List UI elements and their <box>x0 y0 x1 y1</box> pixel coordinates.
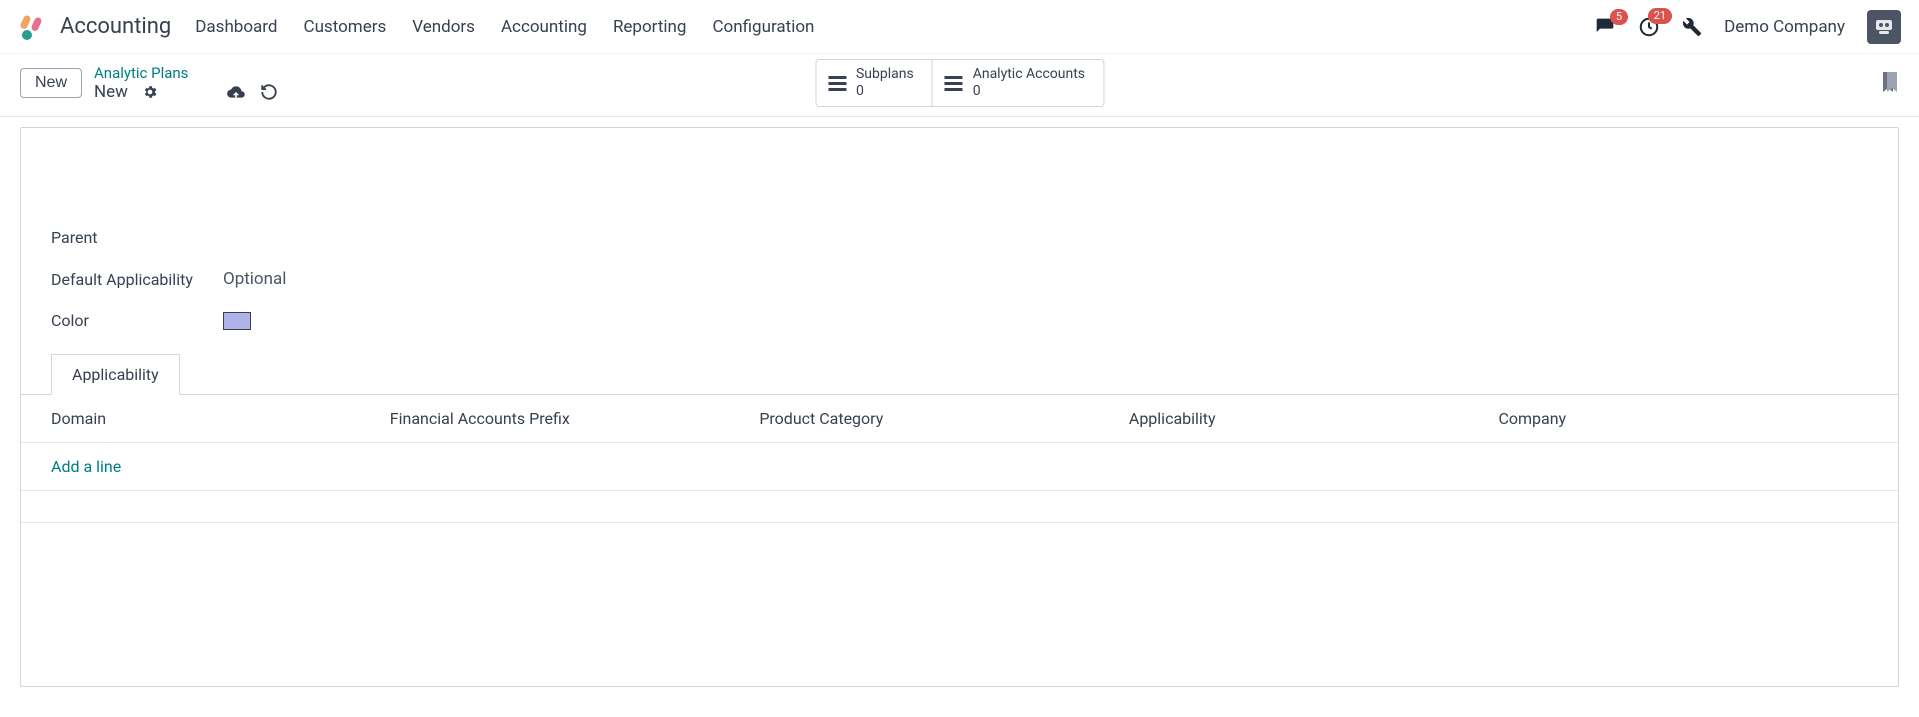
gear-icon[interactable] <box>142 84 158 100</box>
breadcrumb-current: New <box>94 82 128 102</box>
col-product-category: Product Category <box>759 409 1129 428</box>
field-color: Color <box>51 311 1868 330</box>
field-default-applicability: Default Applicability Optional <box>51 269 1868 289</box>
breadcrumb-parent[interactable]: Analytic Plans <box>94 64 278 82</box>
stat-subplans-label: Subplans <box>856 66 914 83</box>
applicability-table: Domain Financial Accounts Prefix Product… <box>21 395 1898 523</box>
form-sheet: Parent Default Applicability Optional Co… <box>20 127 1899 687</box>
tab-applicability[interactable]: Applicability <box>51 354 180 395</box>
bookmark-icon[interactable] <box>1881 72 1899 94</box>
messages-button[interactable]: 5 <box>1594 17 1616 37</box>
table-row-add: Add a line <box>21 443 1898 491</box>
color-label: Color <box>51 311 223 330</box>
messages-badge: 5 <box>1610 9 1628 25</box>
nav-configuration[interactable]: Configuration <box>712 17 814 37</box>
stat-accounts-count: 0 <box>973 83 1085 100</box>
discard-icon[interactable] <box>260 83 278 101</box>
col-company: Company <box>1498 409 1868 428</box>
nav-vendors[interactable]: Vendors <box>412 17 475 37</box>
nav-reporting[interactable]: Reporting <box>613 17 687 37</box>
color-swatch[interactable] <box>223 312 251 330</box>
control-bar: New Analytic Plans New Subplans 0 <box>0 54 1919 117</box>
topbar: Accounting Dashboard Customers Vendors A… <box>0 0 1919 54</box>
breadcrumb: Analytic Plans New <box>94 64 278 102</box>
add-line-link[interactable]: Add a line <box>51 457 390 476</box>
field-parent: Parent <box>51 228 1868 247</box>
tools-icon[interactable] <box>1682 17 1702 37</box>
activities-button[interactable]: 21 <box>1638 16 1660 38</box>
app-name[interactable]: Accounting <box>60 14 171 39</box>
stat-accounts-label: Analytic Accounts <box>973 66 1085 83</box>
table-header: Domain Financial Accounts Prefix Product… <box>21 395 1898 443</box>
list-icon <box>945 76 963 91</box>
topbar-right: 5 21 Demo Company <box>1594 10 1901 44</box>
activities-badge: 21 <box>1648 8 1672 24</box>
default-applicability-value[interactable]: Optional <box>223 269 286 289</box>
col-domain: Domain <box>51 409 390 428</box>
cloud-save-icon[interactable] <box>226 84 246 100</box>
user-avatar[interactable] <box>1867 10 1901 44</box>
stat-subplans[interactable]: Subplans 0 <box>815 59 933 107</box>
app-logo[interactable] <box>18 13 46 41</box>
col-applicability: Applicability <box>1129 409 1499 428</box>
stat-analytic-accounts[interactable]: Analytic Accounts 0 <box>933 59 1104 107</box>
main-nav: Dashboard Customers Vendors Accounting R… <box>195 17 814 37</box>
parent-label: Parent <box>51 228 223 247</box>
col-financial-accounts-prefix: Financial Accounts Prefix <box>390 409 760 428</box>
list-icon <box>828 76 846 91</box>
table-row-empty <box>21 491 1898 523</box>
sheet-container: Parent Default Applicability Optional Co… <box>0 117 1919 687</box>
stat-subplans-count: 0 <box>856 83 914 100</box>
default-applicability-label: Default Applicability <box>51 270 223 289</box>
nav-customers[interactable]: Customers <box>304 17 387 37</box>
stat-buttons: Subplans 0 Analytic Accounts 0 <box>815 59 1104 107</box>
nav-accounting[interactable]: Accounting <box>501 17 587 37</box>
new-button[interactable]: New <box>20 68 82 98</box>
company-name[interactable]: Demo Company <box>1724 17 1845 37</box>
notebook-tabs: Applicability <box>21 354 1898 395</box>
nav-dashboard[interactable]: Dashboard <box>195 17 277 37</box>
